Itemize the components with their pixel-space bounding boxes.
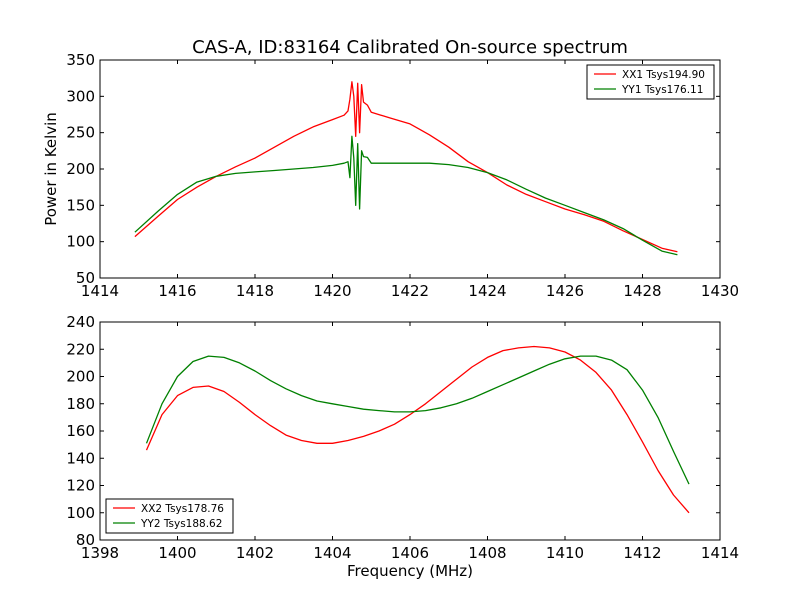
top-ytick-label: 250 — [66, 124, 95, 142]
top-legend-box — [586, 64, 715, 100]
top-xtick-label: 1418 — [236, 282, 274, 300]
bottom-xtick-label: 1408 — [468, 544, 506, 562]
bottom-xtick-label: 1398 — [81, 544, 119, 562]
top-legend-label-xx1: XX1 Tsys194.90 — [622, 69, 705, 81]
bottom-ytick-label: 140 — [66, 449, 95, 467]
bottom-plot-lines — [145, 345, 690, 514]
bottom-xtick-label: 1412 — [623, 544, 661, 562]
bottom-xtick-label: 1410 — [546, 544, 584, 562]
top-plot-xticks: 1414 1416 1418 1420 1422 1424 1426 1428 1430 — [81, 60, 739, 300]
top-xtick-label: 1424 — [468, 282, 506, 300]
bottom-ytick-label: 200 — [66, 368, 95, 386]
top-ytick-label: 200 — [66, 160, 95, 178]
bottom-ytick-label: 100 — [66, 504, 95, 522]
bottom-xtick-label: 1406 — [391, 544, 429, 562]
top-plot-yticks: 50 100 150 200 250 300 350 — [66, 51, 720, 287]
bottom-ytick-label: 160 — [66, 422, 95, 440]
bottom-xtick-label: 1414 — [701, 544, 739, 562]
bottom-xtick-label: 1400 — [158, 544, 196, 562]
bottom-plot-xlabel: Frequency (MHz) — [347, 562, 473, 580]
bottom-ytick-label: 80 — [76, 531, 95, 549]
top-plot-lines — [134, 81, 678, 256]
bottom-subplot: 1398 1400 1402 1404 1406 1408 1410 1412 1414 801… — [66, 313, 739, 580]
bottom-ytick-label: 240 — [66, 313, 95, 331]
bottom-ytick-label: 120 — [66, 477, 95, 495]
top-ytick-label: 100 — [66, 233, 95, 251]
top-ytick-label: 300 — [66, 87, 95, 105]
top-xtick-label: 1430 — [701, 282, 739, 300]
top-series-line-yy — [134, 135, 678, 256]
bottom-plot-xticks: 1398 1400 1402 1404 1406 1408 1410 1412 1414 — [81, 322, 739, 562]
top-xtick-label: 1426 — [546, 282, 584, 300]
top-xtick-label: 1414 — [81, 282, 119, 300]
top-plot-legend: XX1 Tsys194.90 YY1 Tsys176.11 — [586, 64, 715, 100]
bottom-legend-label-xx2: XX2 Tsys178.76 — [141, 503, 224, 515]
bottom-xtick-label: 1402 — [236, 544, 274, 562]
bottom-ytick-label: 220 — [66, 340, 95, 358]
top-subplot: 1414 1416 1418 1420 1422 1424 1426 1428 1430 501… — [42, 51, 739, 300]
top-legend-label-yy1: YY1 Tsys176.11 — [621, 84, 703, 96]
top-xtick-label: 1420 — [313, 282, 351, 300]
top-ytick-label: 50 — [76, 269, 95, 287]
bottom-ytick-label: 180 — [66, 395, 95, 413]
top-plot-ylabel: Power in Kelvin — [42, 112, 60, 226]
top-ytick-label: 150 — [66, 196, 95, 214]
bottom-legend-box — [105, 498, 234, 534]
bottom-series-line-xx — [145, 345, 690, 514]
top-xtick-label: 1416 — [158, 282, 196, 300]
bottom-series-line-yy — [145, 355, 690, 485]
bottom-plot-legend: XX2 Tsys178.76 YY2 Tsys188.62 — [105, 498, 234, 534]
bottom-xtick-label: 1404 — [313, 544, 351, 562]
chart-title: CAS-A, ID:83164 Calibrated On-source spe… — [192, 37, 628, 58]
top-xtick-label: 1422 — [391, 282, 429, 300]
top-series-line-xx — [134, 81, 678, 253]
top-xtick-label: 1428 — [623, 282, 661, 300]
bottom-legend-label-yy2: YY2 Tsys188.62 — [140, 518, 222, 530]
bottom-plot-yticks: 80 100 120 140 160 180 200 220 240 — [66, 313, 720, 549]
top-ytick-label: 350 — [66, 51, 95, 69]
